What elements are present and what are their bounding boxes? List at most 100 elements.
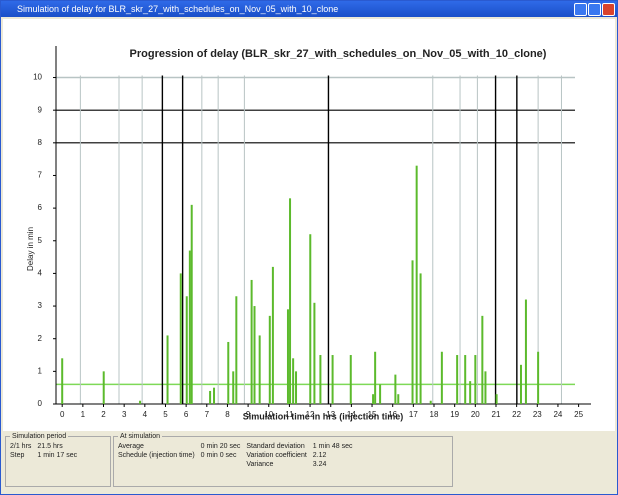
maximize-button[interactable] (588, 3, 601, 16)
y-tick-label: 4 (38, 269, 43, 278)
bar (286, 309, 289, 404)
stats-cell: Variation coefficient (246, 452, 307, 459)
x-tick-label: 24 (553, 410, 562, 419)
y-tick-label: 0 (38, 399, 43, 408)
x-axis-label: Simulation time in hrs (injection time) (243, 411, 404, 421)
stats-cell: Step (10, 452, 25, 459)
x-tick-label: 16 (388, 410, 397, 419)
x-tick-label: 11 (285, 410, 294, 419)
y-tick-label: 8 (38, 138, 43, 147)
close-button[interactable] (602, 3, 615, 16)
bar (268, 315, 271, 404)
bar (481, 315, 484, 404)
x-tick-label: 9 (246, 410, 251, 419)
bar (271, 266, 274, 404)
x-tick-label: 23 (533, 410, 542, 419)
bar (474, 355, 477, 404)
bar (429, 400, 432, 404)
stats-cell: 1 min 48 sec (312, 443, 353, 450)
bar (464, 355, 467, 404)
x-tick-label: 6 (184, 410, 189, 419)
y-tick-label: 9 (38, 105, 43, 114)
stats-cell: 0 min 0 sec (200, 452, 237, 459)
stats-row: 2/1 hrs 21.5 hrs (10, 442, 83, 451)
stats-row: Average 0 min 20 sec Standard deviation 1 m… (118, 442, 358, 451)
minimize-button[interactable] (574, 3, 587, 16)
stats-cell: 21.5 hrs (37, 443, 63, 450)
bar (379, 384, 382, 404)
bar (524, 299, 527, 404)
y-tick-label: 10 (33, 73, 42, 82)
x-tick-label: 2 (101, 410, 106, 419)
stats-cell: 2/1 hrs (10, 443, 32, 450)
bar (213, 387, 216, 404)
bar (185, 296, 188, 404)
stats-cell (118, 460, 201, 469)
y-tick-label: 6 (38, 203, 43, 212)
bar (309, 234, 312, 404)
y-axis-label: Delay in min (26, 227, 35, 271)
stats-cell: 0 min 20 sec (200, 443, 241, 450)
bar (166, 335, 169, 404)
bar (537, 351, 540, 404)
bar (469, 381, 472, 404)
bar (331, 355, 334, 404)
bar (190, 204, 193, 404)
bar (415, 165, 418, 404)
x-tick-label: 3 (122, 410, 127, 419)
stats-row: Step 1 min 17 sec (10, 451, 83, 460)
stats-cell: 2.12 (312, 452, 327, 459)
x-tick-label: 19 (450, 410, 459, 419)
group-title: Simulation period (12, 433, 67, 440)
stats-cell: 1 min 17 sec (37, 452, 78, 459)
stats-cell: Standard deviation (246, 443, 305, 450)
x-tick-label: 10 (264, 410, 273, 419)
stats-cell: Variance (246, 461, 274, 468)
window-title: Simulation of delay for BLR_skr_27_with_… (17, 4, 339, 14)
y-tick-label: 2 (38, 334, 43, 343)
bar (209, 390, 212, 404)
x-tick-label: 14 (347, 410, 356, 419)
stats-cell: Schedule (injection time) (118, 452, 195, 459)
stats-cell (201, 460, 247, 469)
x-tick-label: 4 (143, 410, 148, 419)
bar (235, 296, 238, 404)
bar (250, 279, 253, 404)
bar (253, 306, 256, 404)
chart: Progression of delay (BLR_skr_27_with_sc… (3, 19, 615, 431)
group-title: At simulation (120, 433, 161, 440)
x-tick-label: 20 (471, 410, 480, 419)
x-tick-label: 0 (60, 410, 65, 419)
x-tick-label: 22 (512, 410, 521, 419)
bar (258, 335, 261, 404)
x-tick-label: 12 (306, 410, 315, 419)
bar (440, 351, 443, 404)
stats-cell: 3.24 (312, 461, 327, 468)
stats-row: Schedule (injection time) 0 min 0 sec Vari… (118, 451, 358, 460)
title-bar: Simulation of delay for BLR_skr_27_with_… (1, 1, 617, 17)
stats-table: Average 0 min 20 sec Standard deviation 1 m… (118, 442, 358, 469)
x-tick-label: 25 (574, 410, 583, 419)
x-tick-label: 17 (409, 410, 418, 419)
x-tick-label: 21 (492, 410, 501, 419)
y-tick-label: 5 (38, 236, 43, 245)
bar (349, 355, 352, 404)
bar (319, 355, 322, 404)
y-tick-label: 7 (38, 171, 43, 180)
bar (411, 260, 414, 404)
bar (372, 394, 375, 404)
bar (519, 364, 522, 404)
bar (456, 355, 459, 404)
x-tick-label: 8 (225, 410, 230, 419)
bar (313, 302, 316, 404)
chart-title: Progression of delay (BLR_skr_27_with_sc… (130, 48, 547, 60)
x-tick-label: 13 (326, 410, 335, 419)
x-tick-label: 15 (368, 410, 377, 419)
x-tick-label: 1 (81, 410, 86, 419)
bar (227, 341, 230, 404)
bar (102, 371, 105, 404)
x-tick-label: 7 (205, 410, 210, 419)
bar (289, 198, 292, 404)
y-tick-label: 3 (38, 301, 43, 310)
